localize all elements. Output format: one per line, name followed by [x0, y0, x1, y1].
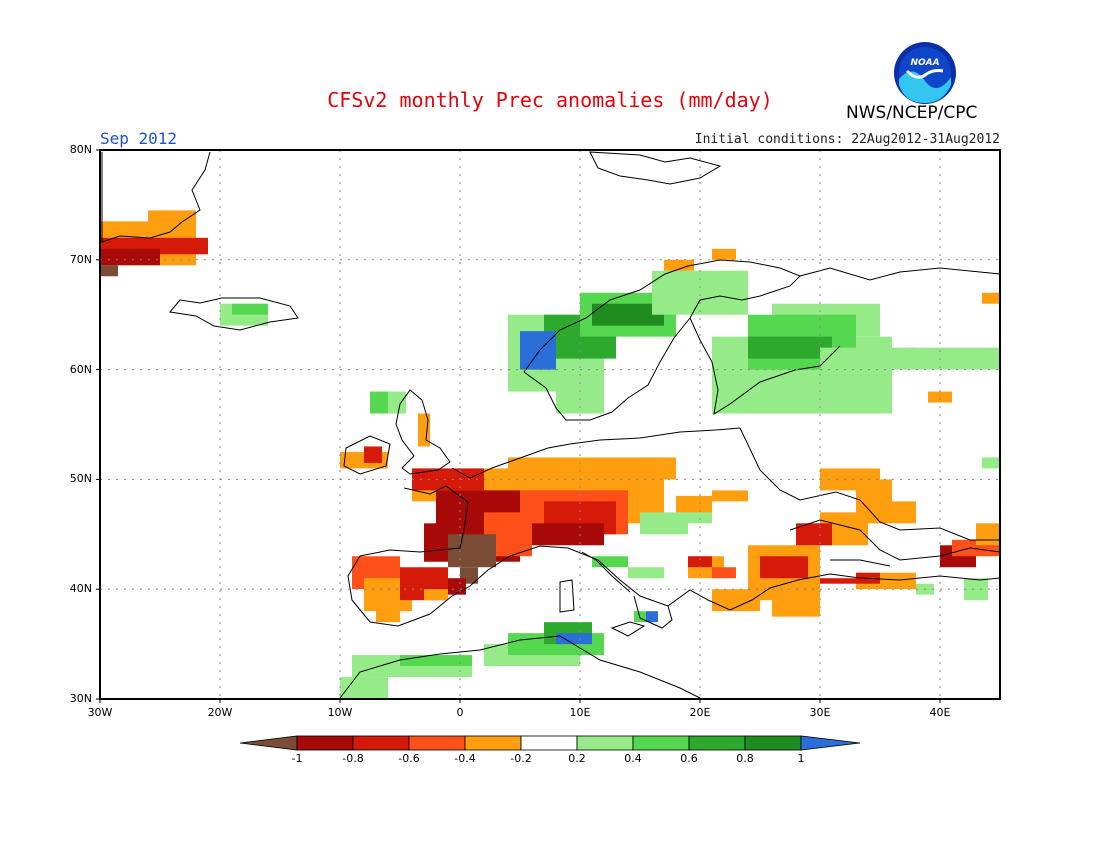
anomaly-cell: [520, 331, 556, 370]
forecast-month: Sep 2012: [100, 129, 178, 148]
colorbar-label: -1: [291, 752, 303, 765]
map-title: CFSv2 monthly Prec anomalies (mm/day): [327, 88, 773, 112]
colorbar-label: -0.4: [454, 752, 476, 765]
colorbar-segment: [464, 735, 522, 751]
anomaly-cell: [760, 556, 808, 579]
anomaly-cell: [532, 523, 604, 546]
colorbar-label: -0.6: [398, 752, 420, 765]
colorbar-label: 0.4: [624, 752, 642, 765]
anomaly-cell: [646, 611, 658, 623]
anomaly-cell: [976, 523, 1000, 546]
initial-conditions: Initial conditions: 22Aug2012-31Aug2012: [694, 132, 1000, 147]
colorbar-label: 0.2: [568, 752, 586, 765]
colorbar-segment: [632, 735, 690, 751]
axis-ticks: [96, 149, 941, 703]
anomaly-cell: [364, 446, 382, 463]
lon-label: 30W: [87, 706, 113, 719]
anomaly-cell: [712, 248, 736, 260]
anomaly-cell: [148, 210, 196, 227]
anomaly-cell: [664, 259, 694, 271]
anomaly-cell: [712, 490, 748, 502]
anomaly-cell: [400, 655, 472, 667]
anomaly-cell: [640, 457, 676, 480]
anomaly-cell: [424, 589, 448, 601]
agency-label: NWS/NCEP/CPC: [846, 103, 978, 123]
anomaly-cell: [418, 413, 430, 447]
colorbar-label: 1: [797, 752, 805, 765]
colorbar-segment: [576, 735, 634, 751]
colorbar-segment: [352, 735, 410, 751]
anomaly-cell: [556, 380, 604, 414]
lat-label: 50N: [69, 472, 92, 486]
anomaly-cell: [232, 303, 268, 315]
anomaly-cell: [796, 523, 832, 546]
colorbar-label: -0.8: [342, 752, 364, 765]
lon-label: 10E: [569, 706, 591, 719]
colorbar-label: 0.8: [736, 752, 754, 765]
lon-label: 20E: [689, 706, 711, 719]
anomaly-cell: [772, 589, 820, 617]
lon-label: 0: [456, 706, 464, 719]
anomaly-cell: [556, 633, 592, 645]
map-frame: [99, 149, 1001, 700]
lon-label: 30E: [809, 706, 831, 719]
colorbar-label: -0.2: [510, 752, 532, 765]
anomaly-cell: [592, 303, 664, 326]
lat-label: 60N: [69, 362, 92, 376]
colorbar: [239, 735, 861, 751]
colorbar-arrow-high: [800, 735, 861, 751]
lon-label: 10W: [327, 706, 353, 719]
anomaly-cell: [982, 457, 1000, 469]
anomaly-cell: [652, 270, 748, 315]
anomaly-cell: [448, 578, 466, 595]
anomaly-cell: [592, 556, 628, 568]
anomaly-cell: [880, 501, 916, 524]
anomaly-cell: [376, 605, 400, 623]
anomaly-cell: [712, 567, 736, 579]
anomaly-cell: [982, 292, 1000, 304]
anomaly-cell: [748, 336, 832, 359]
anomaly-cells: [100, 210, 1000, 699]
lat-label: 40N: [69, 582, 92, 596]
anomaly-cell: [688, 556, 712, 568]
lon-label: 20W: [207, 706, 233, 719]
anomaly-cell: [904, 347, 1000, 370]
anomaly-cell: [412, 468, 484, 491]
coastlines: [101, 151, 1001, 699]
graticule: [100, 150, 1000, 699]
logo-text: NOAA: [910, 58, 939, 68]
colorbar-segment: [744, 735, 802, 751]
colorbar-segment: [688, 735, 746, 751]
anomaly-cell: [448, 534, 496, 568]
anomaly-cell: [100, 265, 118, 277]
anomaly-cell: [100, 248, 160, 266]
colorbar-label: 0.6: [680, 752, 698, 765]
anomaly-cell: [928, 391, 952, 403]
noaa-logo-icon: NOAA: [894, 42, 956, 104]
anomaly-cell: [820, 347, 916, 370]
lat-label: 80N: [69, 143, 92, 156]
colorbar-arrow-low: [239, 735, 298, 751]
lon-label: 40E: [929, 706, 951, 719]
anomaly-cell: [676, 495, 712, 513]
colorbar-segment: [520, 735, 578, 751]
colorbar-segment: [296, 735, 354, 751]
anomaly-cell: [628, 567, 664, 579]
anomaly-cell: [964, 578, 988, 601]
lat-label: 70N: [69, 252, 92, 266]
colorbar-segment: [408, 735, 466, 751]
lat-label: 30N: [69, 692, 92, 705]
anomaly-cell: [388, 391, 406, 414]
